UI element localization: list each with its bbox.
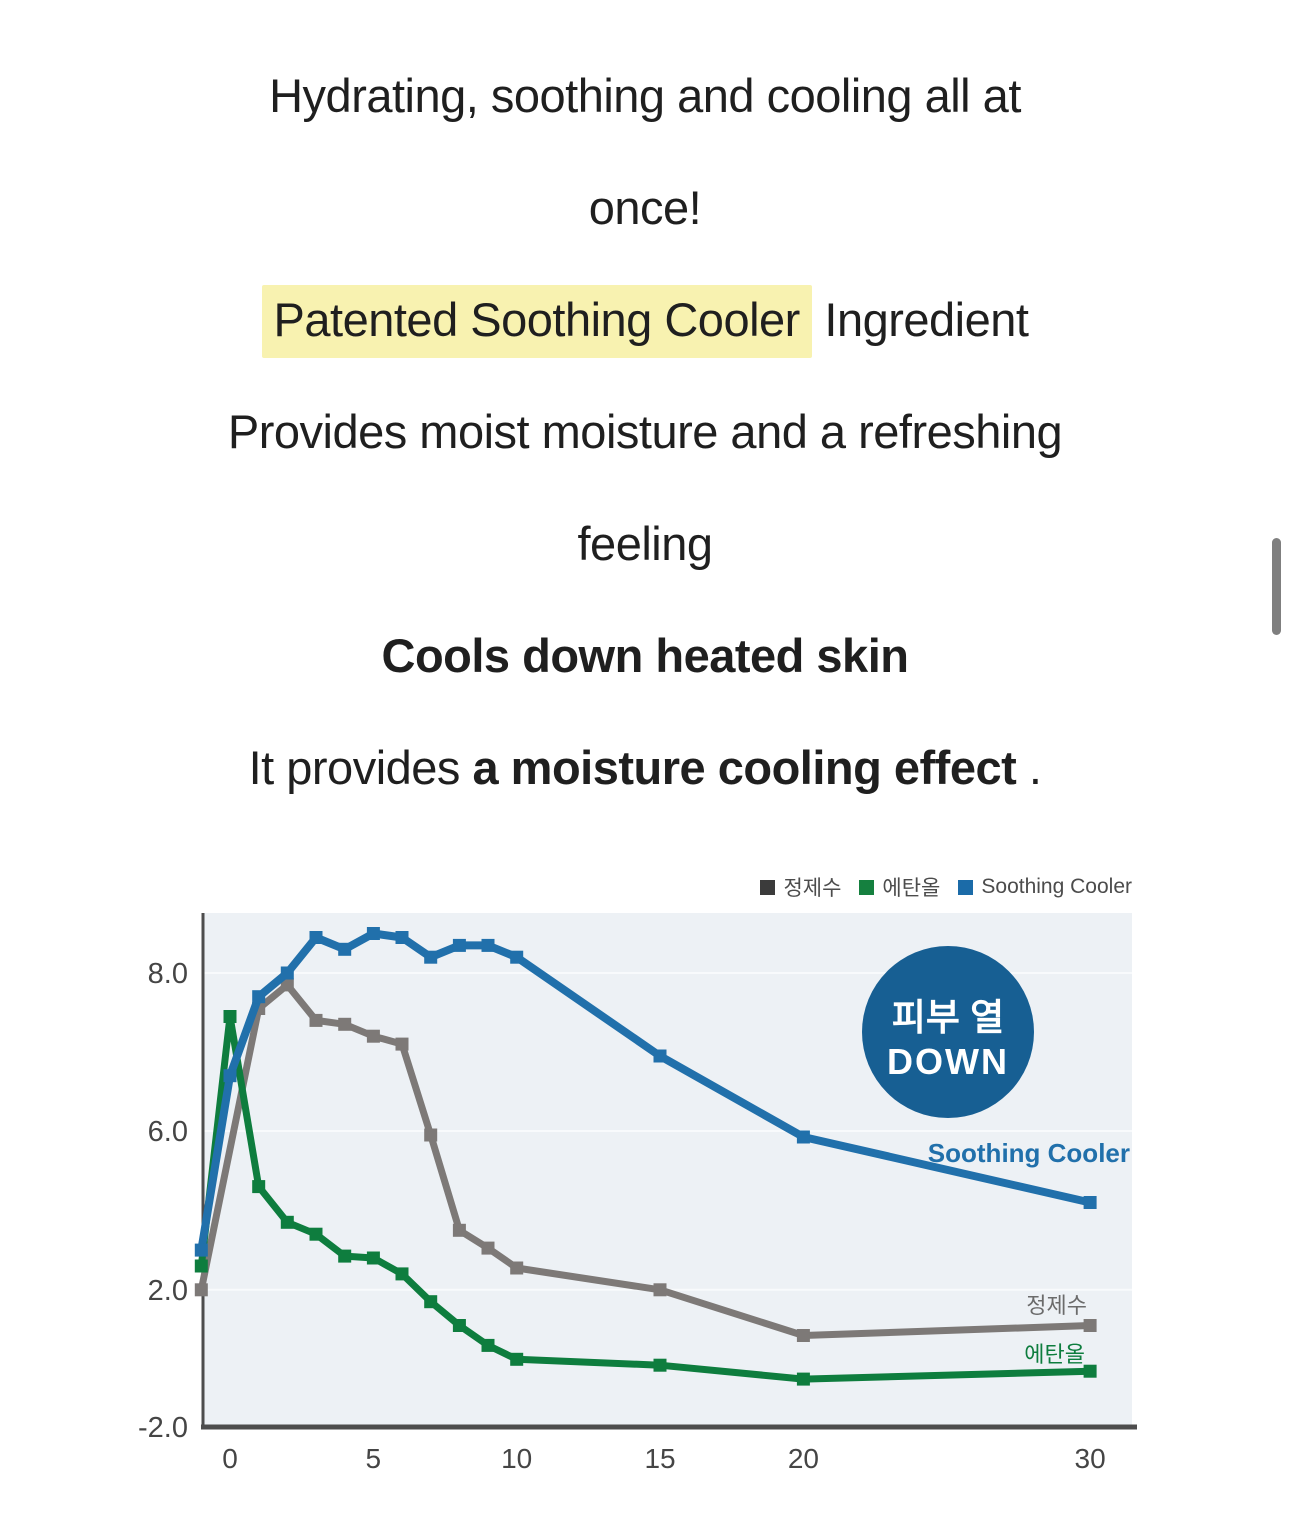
intro-line-3: Patented Soothing Cooler Ingredient xyxy=(0,264,1290,376)
chart-legend: 정제수 에탄올 Soothing Cooler xyxy=(760,872,1132,902)
intro-line-6: Cools down heated skin xyxy=(381,629,909,682)
data-point-에탄올 xyxy=(510,1352,524,1366)
legend-item: 에탄올 xyxy=(859,872,940,902)
badge-line-1: 피부 열 xyxy=(892,997,1004,1038)
x-tick-label: 15 xyxy=(644,1443,675,1474)
x-tick-label: 10 xyxy=(501,1443,532,1474)
data-point-Soothing Cooler xyxy=(424,950,438,964)
data-point-에탄올 xyxy=(653,1358,667,1372)
y-tick-label: -2.0 xyxy=(138,1412,188,1444)
data-point-정제수 xyxy=(510,1261,524,1275)
data-point-정제수 xyxy=(452,1223,466,1237)
scrollbar-thumb[interactable] xyxy=(1272,538,1281,635)
data-point-정제수 xyxy=(653,1283,667,1297)
data-point-에탄올 xyxy=(424,1295,438,1309)
data-point-정제수 xyxy=(338,1017,352,1031)
series-label: 정제수 xyxy=(1026,1293,1087,1318)
intro-text-block: Hydrating, soothing and cooling all at o… xyxy=(0,40,1290,824)
data-point-에탄올 xyxy=(252,1180,266,1194)
legend-item: Soothing Cooler xyxy=(958,875,1132,899)
data-point-에탄올 xyxy=(395,1267,409,1281)
data-point-정제수 xyxy=(280,978,294,992)
data-point-정제수 xyxy=(796,1329,810,1342)
intro-line-7-suffix: . xyxy=(1016,741,1042,794)
intro-line-7: It provides a moisture cooling effect . xyxy=(0,712,1290,824)
data-point-Soothing Cooler xyxy=(280,966,294,980)
data-point-에탄올 xyxy=(338,1249,352,1263)
highlighted-phrase: Patented Soothing Cooler xyxy=(261,285,812,358)
data-point-에탄올 xyxy=(1083,1364,1097,1378)
data-point-에탄올 xyxy=(796,1372,810,1386)
data-point-Soothing Cooler xyxy=(481,938,495,952)
y-tick-label: 8.0 xyxy=(148,958,188,990)
intro-line-4: Provides moist moisture and a refreshing xyxy=(227,405,1063,458)
data-point-Soothing Cooler xyxy=(366,927,380,940)
skin-heat-down-badge xyxy=(862,946,1034,1118)
data-point-에탄올 xyxy=(223,1010,237,1023)
y-tick-label: 6.0 xyxy=(148,1116,188,1148)
x-tick-label: 0 xyxy=(222,1443,238,1474)
data-point-정제수 xyxy=(481,1241,495,1255)
data-point-정제수 xyxy=(366,1029,380,1043)
data-point-Soothing Cooler xyxy=(510,950,524,964)
x-tick-label: 30 xyxy=(1075,1443,1106,1474)
data-point-정제수 xyxy=(395,1037,409,1051)
legend-label: 에탄올 xyxy=(882,877,941,900)
x-tick-label: 5 xyxy=(366,1443,382,1474)
data-point-Soothing Cooler xyxy=(338,942,352,956)
legend-item: 정제수 xyxy=(760,872,841,902)
data-point-Soothing Cooler xyxy=(653,1049,667,1063)
data-point-Soothing Cooler xyxy=(223,1069,237,1083)
data-point-Soothing Cooler xyxy=(452,938,466,952)
intro-line-1: Hydrating, soothing and cooling all at xyxy=(269,69,1021,122)
x-tick-label: 20 xyxy=(788,1443,819,1474)
data-point-에탄올 xyxy=(280,1215,294,1229)
data-point-에탄올 xyxy=(194,1259,208,1273)
data-point-에탄올 xyxy=(481,1338,495,1352)
data-point-에탄올 xyxy=(309,1227,323,1241)
intro-line-3-rest: Ingredient xyxy=(811,293,1029,346)
legend-swatch xyxy=(760,879,776,895)
intro-line-7-bold: a moisture cooling effect xyxy=(472,741,1017,794)
intro-line-2: once! xyxy=(588,181,702,234)
intro-line-5: feeling xyxy=(577,517,714,570)
y-tick-label: 2.0 xyxy=(148,1275,188,1307)
data-point-정제수 xyxy=(1083,1319,1097,1332)
data-point-정제수 xyxy=(424,1128,438,1142)
data-point-에탄올 xyxy=(452,1319,466,1332)
data-point-Soothing Cooler xyxy=(309,931,323,944)
intro-line-7-prefix: It provides xyxy=(248,741,473,794)
data-point-Soothing Cooler xyxy=(796,1130,810,1144)
badge-line-2: DOWN xyxy=(887,1041,1009,1082)
data-point-에탄올 xyxy=(366,1251,380,1265)
data-point-정제수 xyxy=(194,1283,208,1297)
series-label: Soothing Cooler xyxy=(928,1138,1130,1168)
data-point-Soothing Cooler xyxy=(194,1243,208,1257)
legend-swatch xyxy=(859,879,875,895)
data-point-Soothing Cooler xyxy=(395,931,409,944)
data-point-Soothing Cooler xyxy=(252,990,266,1004)
series-label: 에탄올 xyxy=(1024,1342,1085,1367)
data-point-정제수 xyxy=(309,1013,323,1027)
legend-label: 정제수 xyxy=(783,877,842,900)
legend-label: Soothing Cooler xyxy=(981,875,1132,898)
legend-swatch xyxy=(958,879,974,895)
data-point-Soothing Cooler xyxy=(1083,1196,1097,1209)
